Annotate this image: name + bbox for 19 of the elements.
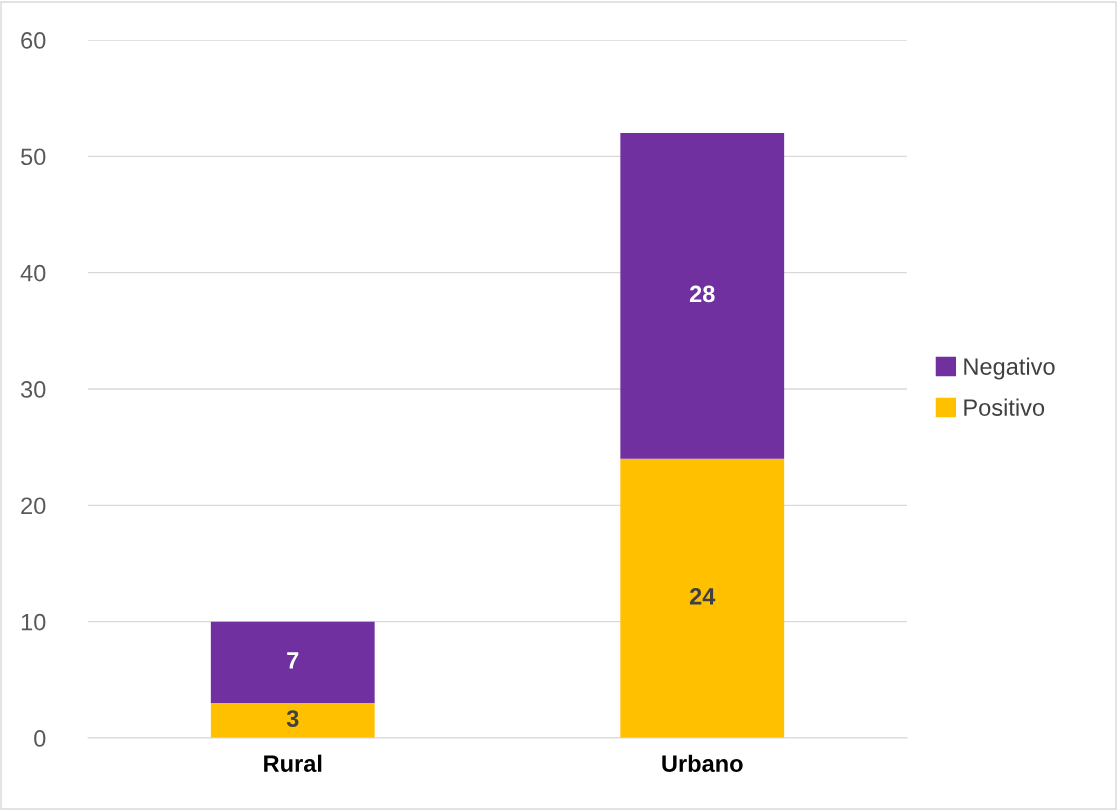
y-tick-label: 0: [34, 730, 46, 747]
data-label: 7: [287, 652, 299, 669]
x-tick-label: Rural: [264, 754, 322, 773]
data-label: 24: [689, 588, 716, 605]
data-label: 3: [286, 710, 299, 727]
y-tick-label: 20: [21, 497, 46, 515]
x-tick-label: Urbano: [662, 754, 743, 773]
bar: [210, 621, 375, 704]
bar: [210, 703, 375, 738]
y-tick-label: 30: [20, 381, 46, 398]
y-tick-label: 40: [20, 264, 46, 282]
y-tick-label: 50: [21, 148, 46, 166]
y-tick-label: 10: [21, 613, 46, 631]
bar: [620, 458, 785, 738]
legend-label: Positivo: [964, 398, 1045, 416]
bar: [620, 133, 785, 459]
legend-label: Negativo: [964, 357, 1055, 380]
y-tick-label: 60: [21, 32, 46, 49]
data-label: 28: [689, 285, 715, 303]
